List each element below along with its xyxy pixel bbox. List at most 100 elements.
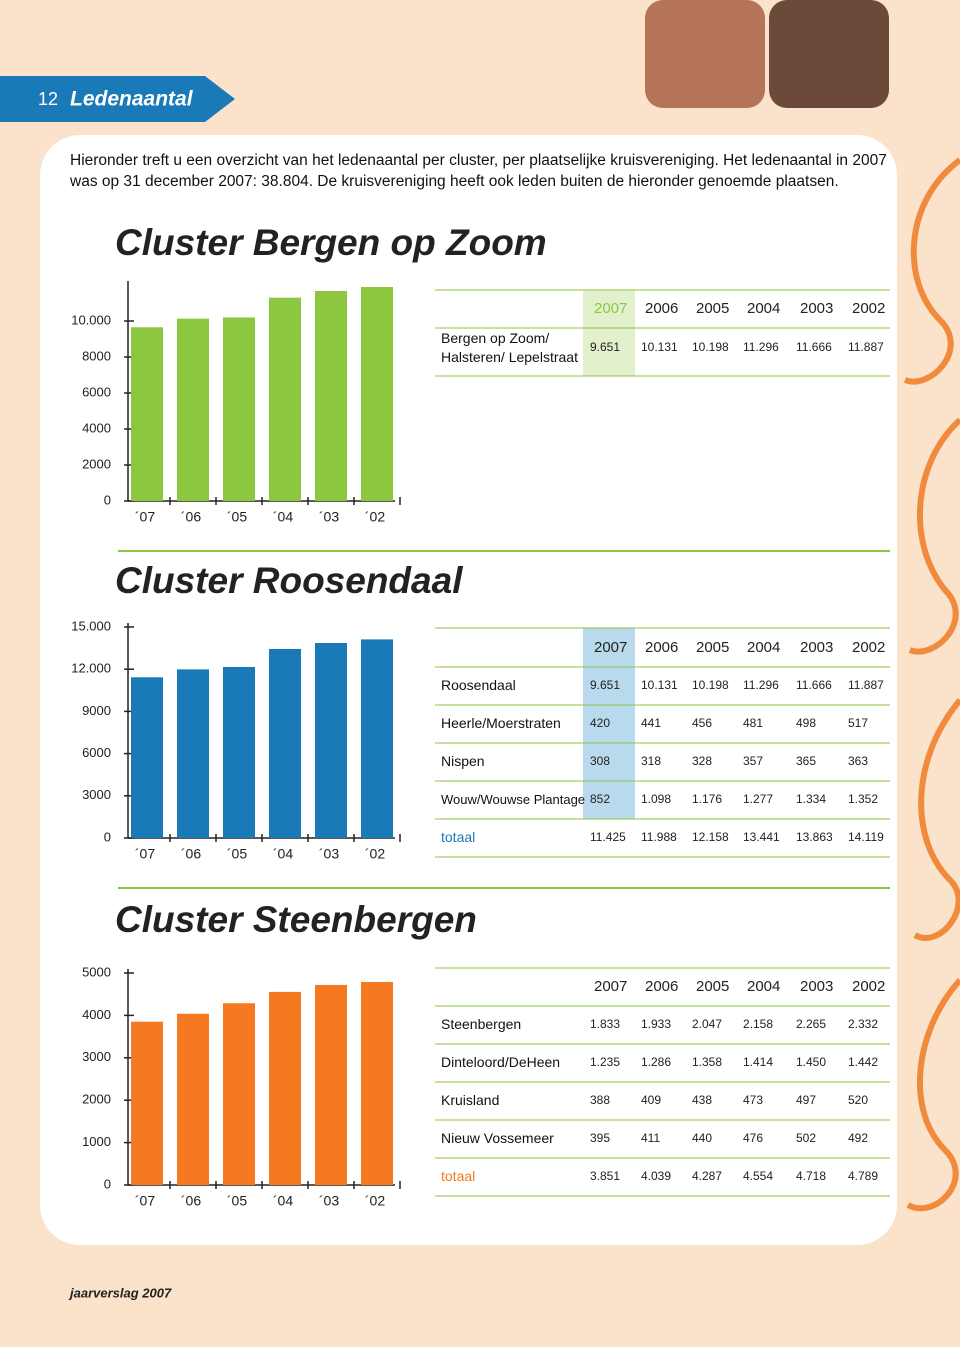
year-header: 2006 bbox=[645, 300, 678, 317]
year-header: 2007 bbox=[594, 978, 627, 995]
row-label: Nieuw Vossemeer bbox=[441, 1130, 554, 1146]
table-cell: 14.119 bbox=[848, 830, 884, 844]
table-cell: 1.450 bbox=[796, 1055, 826, 1069]
x-tick-label: ´06 bbox=[181, 846, 201, 862]
bar bbox=[177, 318, 209, 501]
bar bbox=[361, 639, 393, 838]
y-tick-label: 0 bbox=[104, 492, 111, 507]
table-cell: 2.332 bbox=[848, 1017, 878, 1031]
table-cell: 12.158 bbox=[692, 830, 729, 844]
year-header: 2003 bbox=[800, 978, 833, 995]
table-cell: 3.851 bbox=[590, 1169, 620, 1183]
bar bbox=[361, 981, 393, 1185]
table-cell: 441 bbox=[641, 716, 661, 730]
table-cell: 517 bbox=[848, 716, 868, 730]
table-cell: 1.286 bbox=[641, 1055, 671, 1069]
y-tick-label: 6000 bbox=[82, 384, 111, 399]
y-tick-label: 2000 bbox=[82, 456, 111, 471]
table-cell: 308 bbox=[590, 754, 610, 768]
table-cell: 10.131 bbox=[641, 340, 678, 354]
table-cell: 440 bbox=[692, 1131, 712, 1145]
table-cell: 11.887 bbox=[848, 340, 884, 354]
bar bbox=[223, 1003, 255, 1185]
table-cell: 1.176 bbox=[692, 792, 722, 806]
year-header: 2005 bbox=[696, 300, 729, 317]
y-tick-label: 0 bbox=[104, 829, 111, 844]
row-label: Nispen bbox=[441, 753, 485, 769]
bar bbox=[269, 991, 301, 1185]
year-header: 2006 bbox=[645, 639, 678, 656]
table-cell: 10.198 bbox=[692, 678, 729, 692]
x-tick-label: ´06 bbox=[181, 509, 201, 525]
column-highlight bbox=[583, 290, 635, 376]
table-cell: 10.131 bbox=[641, 678, 678, 692]
year-header: 2003 bbox=[800, 639, 833, 656]
y-tick-label: 8000 bbox=[82, 348, 111, 363]
year-header: 2007 bbox=[594, 300, 627, 317]
y-tick-label: 0 bbox=[104, 1176, 111, 1191]
table-cell: 395 bbox=[590, 1131, 610, 1145]
bar bbox=[315, 984, 347, 1185]
row-label: Bergen op Zoom/ Halsteren/ Lepelstraat bbox=[441, 330, 578, 365]
footer: jaarverslag 2007 bbox=[68, 1285, 172, 1300]
x-tick-label: ´04 bbox=[273, 1193, 293, 1209]
photo bbox=[769, 0, 889, 108]
table-cell: 11.666 bbox=[796, 340, 832, 354]
table-cell: 1.352 bbox=[848, 792, 878, 806]
table-cell: 11.988 bbox=[641, 830, 677, 844]
table-cell: 4.039 bbox=[641, 1169, 671, 1183]
row-label: Steenbergen bbox=[441, 1016, 522, 1032]
column-highlight bbox=[583, 628, 635, 819]
y-tick-label: 12.000 bbox=[71, 661, 111, 676]
table-cell: 409 bbox=[641, 1093, 661, 1107]
table-cell: 1.933 bbox=[641, 1017, 671, 1031]
x-tick-label: ´05 bbox=[227, 846, 247, 862]
table-cell: 411 bbox=[641, 1131, 660, 1145]
x-tick-label: ´02 bbox=[365, 846, 385, 862]
x-tick-label: ´03 bbox=[319, 509, 339, 525]
table-cell: 9.651 bbox=[590, 340, 620, 354]
page-title: Ledenaantal bbox=[70, 88, 194, 111]
y-tick-label: 5000 bbox=[82, 964, 111, 979]
row-label: Heerle/Moerstraten bbox=[441, 715, 561, 731]
year-header: 2007 bbox=[594, 639, 627, 656]
bar bbox=[177, 1013, 209, 1185]
year-header: 2003 bbox=[800, 300, 833, 317]
row-label: Wouw/Wouwse Plantage bbox=[441, 792, 586, 807]
x-tick-label: ´03 bbox=[319, 846, 339, 862]
table-cell: 13.863 bbox=[796, 830, 833, 844]
table-cell: 438 bbox=[692, 1093, 712, 1107]
x-tick-label: ´02 bbox=[365, 509, 385, 525]
year-header: 2005 bbox=[696, 978, 729, 995]
table-cell: 13.441 bbox=[743, 830, 780, 844]
table-cell: 456 bbox=[692, 716, 712, 730]
table-cell: 852 bbox=[590, 792, 610, 806]
x-tick-label: ´04 bbox=[273, 509, 293, 525]
table-cell: 10.198 bbox=[692, 340, 729, 354]
x-tick-label: ´05 bbox=[227, 1193, 247, 1209]
table-cell: 1.442 bbox=[848, 1055, 878, 1069]
table-cell: 2.265 bbox=[796, 1017, 826, 1031]
table-cell: 11.887 bbox=[848, 678, 884, 692]
table-cell: 1.098 bbox=[641, 792, 671, 806]
x-tick-label: ´07 bbox=[135, 509, 155, 525]
table-cell: 1.235 bbox=[590, 1055, 620, 1069]
row-label: totaal bbox=[441, 1168, 476, 1184]
y-tick-label: 3000 bbox=[82, 787, 111, 802]
row-label: Dinteloord/DeHeen bbox=[441, 1054, 561, 1070]
table-cell: 363 bbox=[848, 754, 868, 768]
table-cell: 365 bbox=[796, 754, 816, 768]
y-tick-label: 2000 bbox=[82, 1092, 111, 1107]
table-cell: 2.047 bbox=[692, 1017, 722, 1031]
table-cell: 4.718 bbox=[796, 1169, 826, 1183]
year-header: 2004 bbox=[747, 300, 780, 317]
header-tab bbox=[0, 76, 235, 122]
table-cell: 520 bbox=[848, 1093, 868, 1107]
table-cell: 473 bbox=[743, 1093, 763, 1107]
table-cell: 492 bbox=[848, 1131, 868, 1145]
table-cell: 9.651 bbox=[590, 678, 620, 692]
table-cell: 4.789 bbox=[848, 1169, 878, 1183]
cluster-title: Cluster Roosendaal bbox=[115, 560, 463, 601]
table-cell: 2.158 bbox=[743, 1017, 773, 1031]
